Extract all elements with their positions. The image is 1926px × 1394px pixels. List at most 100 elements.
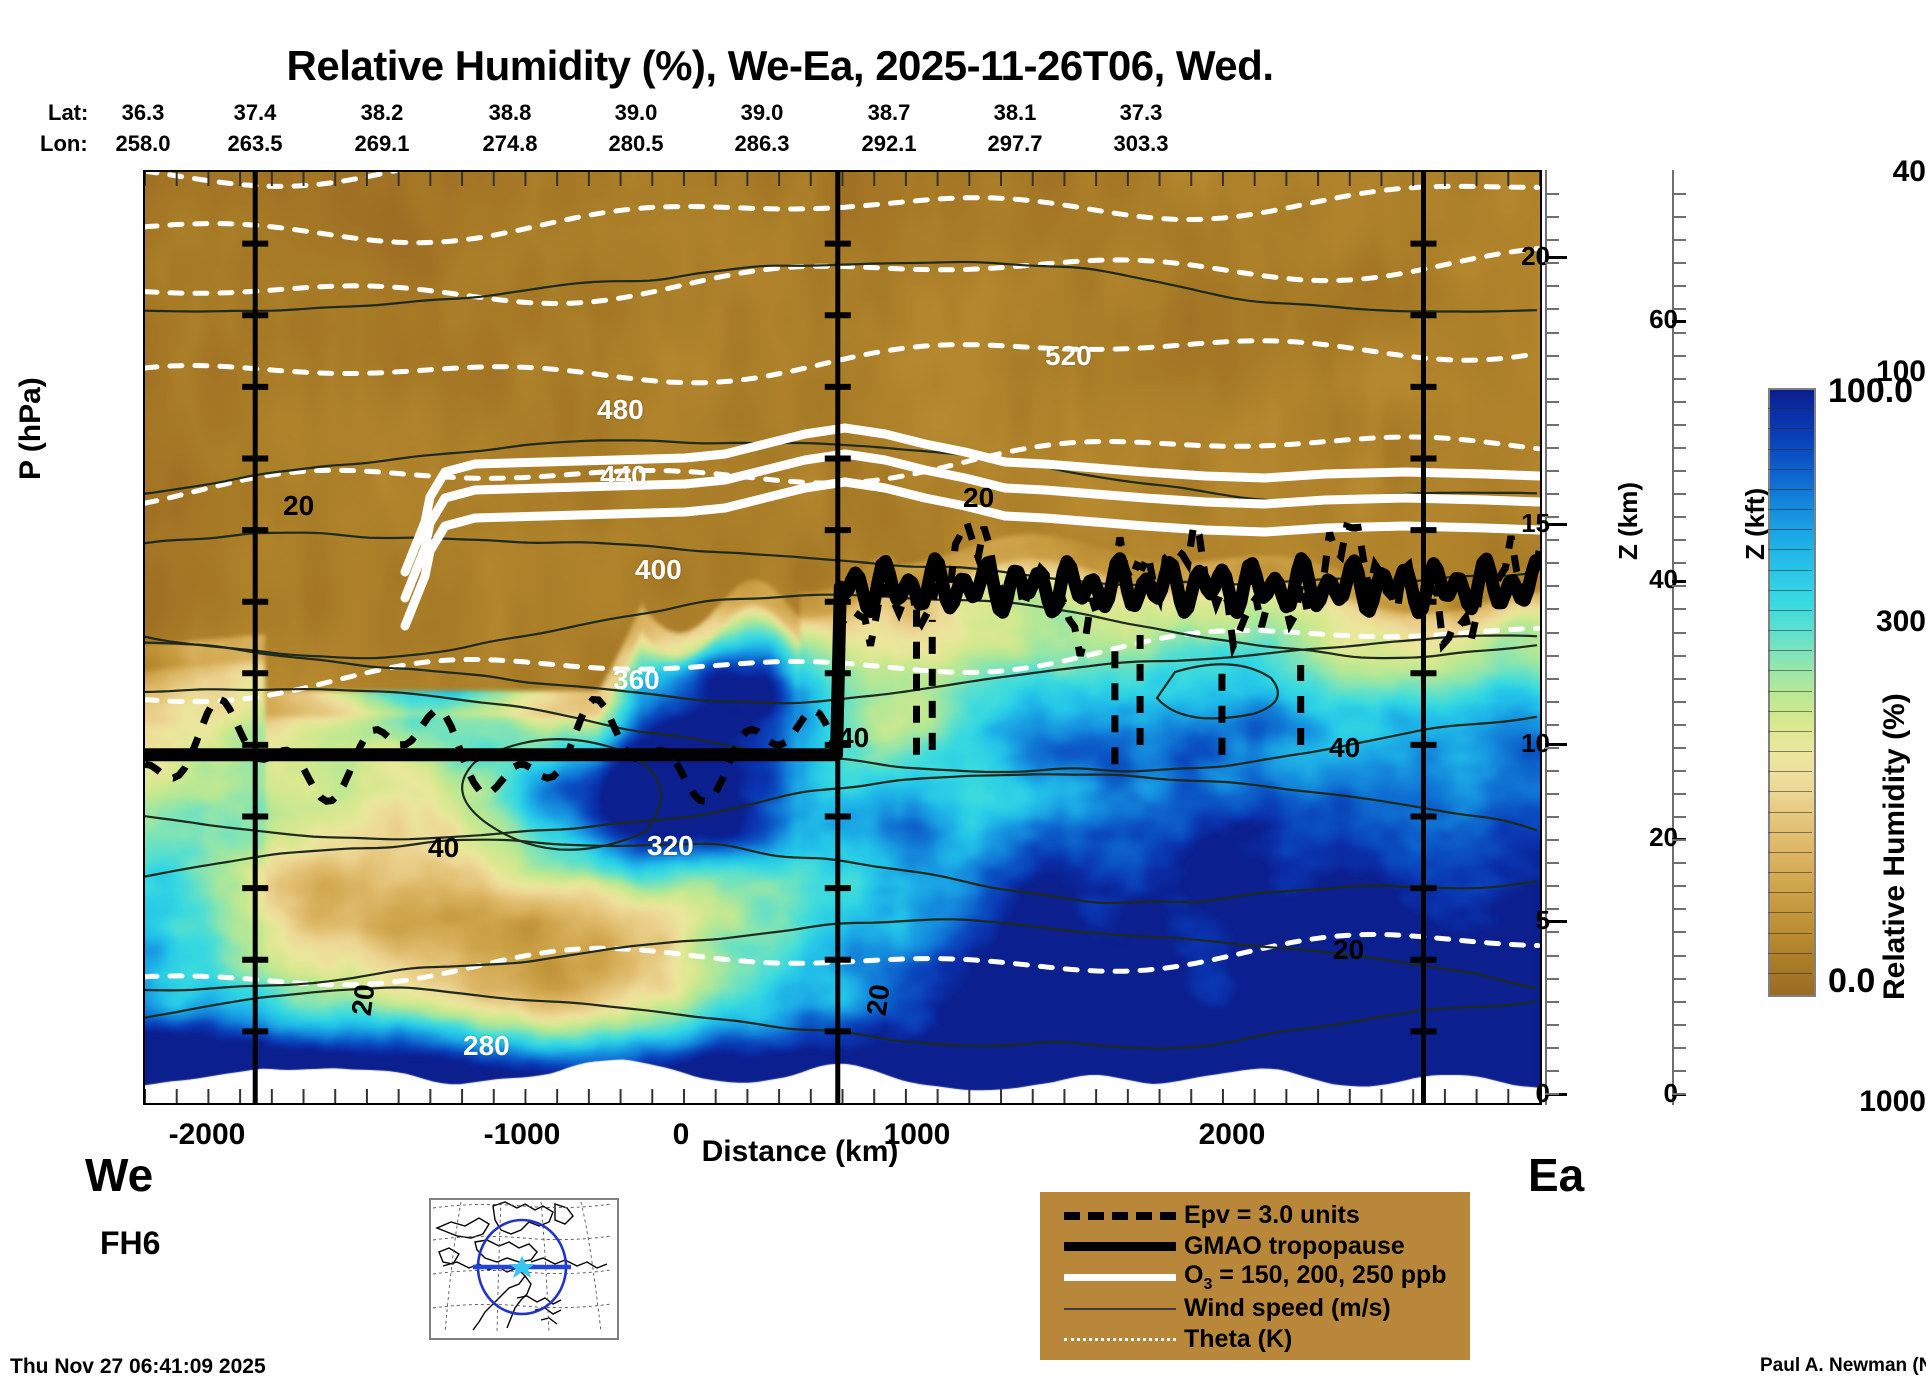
legend-label-theta: Theta (K) bbox=[1184, 1325, 1293, 1353]
colorbar-min-label: 0.0 bbox=[1828, 962, 1876, 1000]
lon-value-1: 263.5 bbox=[227, 131, 283, 156]
z-km-minor-tick bbox=[1545, 446, 1559, 449]
z-km-label-10: 10 bbox=[1521, 728, 1550, 758]
z-km-minor-tick bbox=[1545, 216, 1559, 219]
legend-label-epv: Epv = 3.0 units bbox=[1184, 1201, 1360, 1229]
z-km-axis-line bbox=[1545, 170, 1547, 1105]
z-kft-label-20: 20 bbox=[1649, 822, 1678, 852]
z-kft-minor-tick bbox=[1672, 585, 1686, 588]
z-km-minor-tick bbox=[1545, 793, 1559, 796]
lon-value-8: 303.3 bbox=[1113, 131, 1169, 156]
lat-value-1: 37.4 bbox=[233, 100, 277, 125]
colorbar-tick bbox=[1768, 468, 1812, 470]
z-kft-minor-tick bbox=[1672, 216, 1686, 219]
y-axis-title: P (hPa) bbox=[14, 377, 47, 480]
colorbar-tick bbox=[1768, 851, 1812, 853]
legend-box: Epv = 3.0 units GMAO tropopause O3 = 150… bbox=[1040, 1192, 1470, 1360]
z-kft-minor-tick bbox=[1672, 700, 1686, 703]
center-star-icon bbox=[509, 1256, 535, 1278]
x-tick-minus2000: -2000 bbox=[168, 1118, 246, 1151]
location-inset-map[interactable] bbox=[429, 1198, 619, 1340]
latitude-header-row: Lat: 36.3 37.4 38.2 38.8 39.0 39.0 38.7 … bbox=[0, 100, 1926, 126]
contour-label-theta-480: 480 bbox=[597, 394, 644, 425]
z-km-tick-5 bbox=[1545, 920, 1567, 923]
z-km-minor-tick bbox=[1545, 839, 1559, 842]
colorbar-tick bbox=[1768, 811, 1812, 813]
colorbar-tick bbox=[1768, 932, 1812, 934]
z-km-minor-tick bbox=[1545, 585, 1559, 588]
lon-value-4: 280.5 bbox=[608, 131, 664, 156]
y-tick-40: 40 bbox=[1892, 155, 1926, 188]
lat-value-0: 36.3 bbox=[121, 100, 165, 125]
z-km-minor-tick bbox=[1545, 1046, 1559, 1049]
x-tick-minus1000: -1000 bbox=[483, 1118, 561, 1151]
z-kft-minor-tick bbox=[1672, 839, 1686, 842]
z-km-minor-tick bbox=[1545, 400, 1559, 403]
colorbar-tick bbox=[1768, 509, 1812, 510]
x-tick-0: 0 bbox=[672, 1118, 690, 1151]
white-line-icon bbox=[1056, 1274, 1184, 1281]
colorbar-tick bbox=[1768, 428, 1812, 430]
x-tick-1000: 1000 bbox=[883, 1118, 951, 1151]
lat-value-2: 38.2 bbox=[360, 100, 404, 125]
legend-item-theta: Theta (K) bbox=[1040, 1324, 1470, 1355]
colorbar-tick bbox=[1768, 529, 1812, 531]
z-kft-minor-tick bbox=[1672, 262, 1686, 265]
z-kft-minor-tick bbox=[1672, 1093, 1686, 1095]
lon-value-5: 286.3 bbox=[734, 131, 790, 156]
z-kft-axis-title: Z (kft) bbox=[1740, 487, 1770, 560]
z-km-minor-tick bbox=[1545, 862, 1559, 865]
y-tick-300: 300 bbox=[1875, 605, 1926, 638]
z-km-minor-tick bbox=[1545, 193, 1559, 196]
z-km-minor-tick bbox=[1545, 308, 1559, 311]
z-km-minor-tick bbox=[1545, 469, 1559, 472]
y-tick-1000: 1000 bbox=[1859, 1085, 1926, 1118]
z-kft-minor-tick bbox=[1672, 862, 1686, 865]
legend-item-epv: Epv = 3.0 units bbox=[1040, 1200, 1470, 1231]
z-kft-minor-tick bbox=[1672, 400, 1686, 403]
contour-label-theta-360: 360 bbox=[613, 664, 660, 695]
z-kft-minor-tick bbox=[1672, 954, 1686, 957]
z-km-minor-tick bbox=[1545, 493, 1559, 496]
z-kft-minor-tick bbox=[1672, 285, 1686, 288]
z-km-label-5: 5 bbox=[1535, 905, 1550, 935]
z-kft-tick-60 bbox=[1672, 320, 1686, 323]
white-dotted-line-icon bbox=[1056, 1338, 1184, 1341]
lon-value-7: 297.7 bbox=[987, 131, 1043, 156]
z-km-minor-tick bbox=[1545, 423, 1559, 426]
contour-inline-labels: 5204804804404404004003603603203202802020… bbox=[145, 172, 1540, 1103]
contour-label-theta-320: 320 bbox=[647, 830, 694, 861]
z-kft-minor-tick bbox=[1672, 769, 1686, 772]
z-km-label-15: 15 bbox=[1521, 508, 1550, 538]
contour-label-wind-20: 20 bbox=[283, 490, 315, 521]
colorbar-tick bbox=[1768, 448, 1812, 450]
cross-section-plot[interactable]: 5204804804404404004003603603203202802020… bbox=[143, 170, 1542, 1105]
z-kft-minor-tick bbox=[1672, 908, 1686, 911]
contour-label-wind-20: 20 bbox=[963, 482, 995, 513]
colorbar-tick bbox=[1768, 771, 1812, 773]
lon-label: Lon: bbox=[40, 131, 88, 156]
z-kft-minor-tick bbox=[1672, 354, 1686, 357]
colorbar-tick bbox=[1768, 609, 1812, 611]
z-km-minor-tick bbox=[1545, 677, 1559, 680]
z-kft-minor-tick bbox=[1672, 793, 1686, 796]
z-km-minor-tick bbox=[1545, 516, 1559, 519]
z-km-tick-20 bbox=[1545, 256, 1567, 259]
z-km-minor-tick bbox=[1545, 746, 1559, 749]
z-kft-minor-tick bbox=[1672, 654, 1686, 657]
east-endpoint-label: Ea bbox=[1528, 1149, 1585, 1201]
colorbar bbox=[1768, 388, 1816, 997]
colorbar-tick bbox=[1768, 952, 1812, 954]
z-km-minor-tick bbox=[1545, 654, 1559, 657]
contour-label-wind-40: 40 bbox=[838, 722, 870, 753]
colorbar-tick bbox=[1768, 650, 1812, 652]
z-kft-minor-tick bbox=[1672, 377, 1686, 380]
z-kft-minor-tick bbox=[1672, 193, 1686, 196]
y-tick-100: 100 bbox=[1875, 355, 1926, 388]
z-kft-minor-tick bbox=[1672, 562, 1686, 565]
z-km-minor-tick bbox=[1545, 631, 1559, 634]
legend-item-windspeed: Wind speed (m/s) bbox=[1040, 1293, 1470, 1324]
z-kft-minor-tick bbox=[1672, 239, 1686, 242]
contour-label-wind-40: 40 bbox=[428, 832, 460, 863]
z-km-axis-title: Z (km) bbox=[1613, 482, 1643, 560]
